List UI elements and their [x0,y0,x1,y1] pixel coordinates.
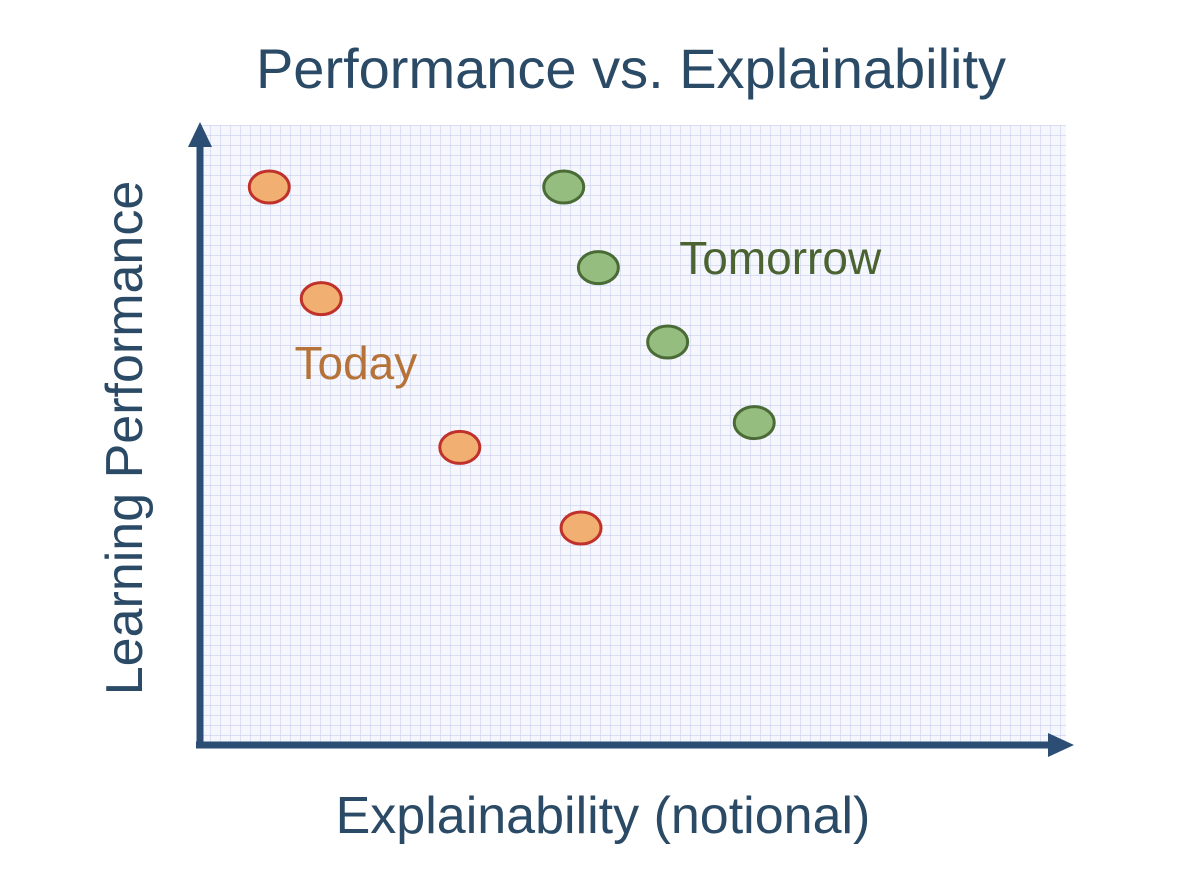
tomorrow-point-1 [542,169,586,205]
tomorrow-point-3 [646,324,690,360]
today-point-2 [299,281,343,317]
chart-marks: Today Tomorrow [247,169,882,546]
today-point-1 [247,169,291,205]
x-axis-arrow [1048,733,1074,757]
today-point-4 [559,510,603,546]
grid-lines [200,125,1066,745]
tomorrow-point-2 [576,250,620,286]
y-axis-label: Learning Performance [96,181,154,696]
today-point-3 [438,429,482,465]
today-series-label: Today [295,337,418,389]
tomorrow-point-4 [732,405,776,441]
x-axis-label: Explainability (notional) [336,787,871,845]
tomorrow-series-label: Tomorrow [679,232,882,284]
y-axis-arrow [188,122,212,147]
chart-title: Performance vs. Explainability [256,37,1006,100]
